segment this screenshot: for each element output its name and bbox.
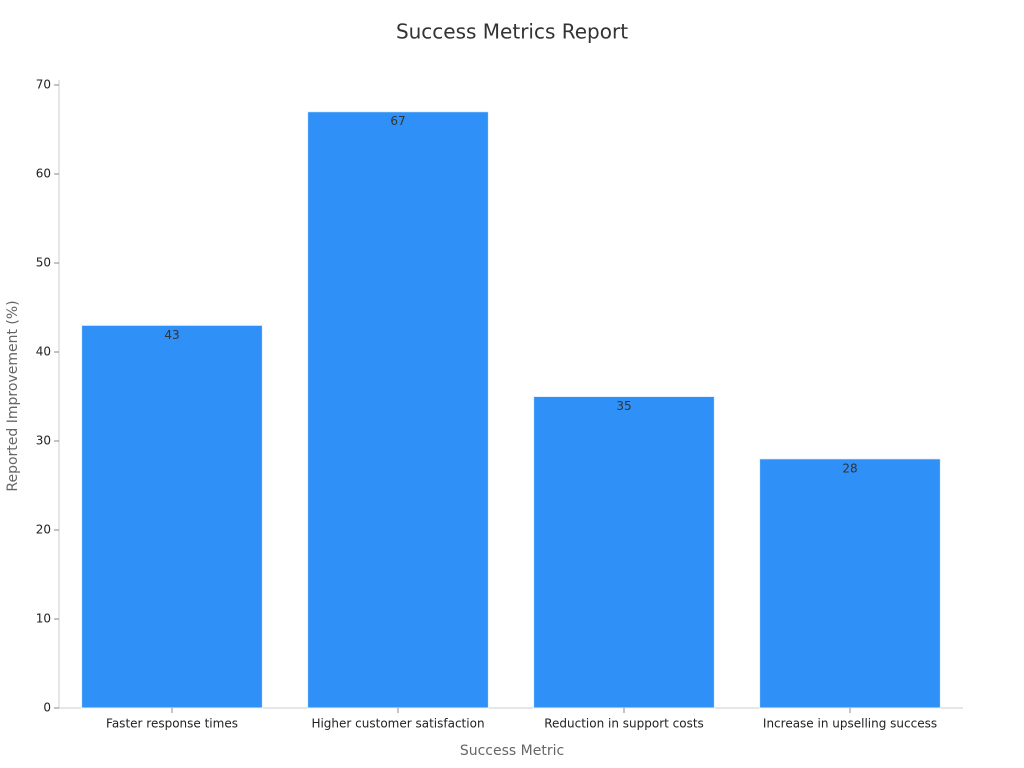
y-tick-label: 60 <box>36 167 51 181</box>
y-tick-label: 70 <box>36 78 51 92</box>
y-tick-label: 10 <box>36 612 51 626</box>
x-axis-label: Success Metric <box>460 743 564 759</box>
y-tick-label: 40 <box>36 345 51 359</box>
data-label: 35 <box>616 399 631 413</box>
x-tick-label: Increase in upselling success <box>763 717 937 731</box>
bar <box>81 324 263 709</box>
bar <box>533 396 715 709</box>
x-tick-label: Reduction in support costs <box>544 717 704 731</box>
y-tick-label: 0 <box>43 701 51 715</box>
y-axis-label: Reported Improvement (%) <box>5 300 21 491</box>
bar <box>307 111 489 709</box>
y-tick-label: 50 <box>36 256 51 270</box>
chart-title: Success Metrics Report <box>396 20 628 44</box>
data-label: 28 <box>842 461 857 475</box>
data-label: 67 <box>390 114 405 128</box>
y-tick-label: 30 <box>36 434 51 448</box>
x-tick-label: Faster response times <box>106 717 238 731</box>
y-tick-label: 20 <box>36 523 51 537</box>
data-label: 43 <box>164 328 179 342</box>
x-tick-label: Higher customer satisfaction <box>311 717 484 731</box>
bar <box>759 458 941 709</box>
